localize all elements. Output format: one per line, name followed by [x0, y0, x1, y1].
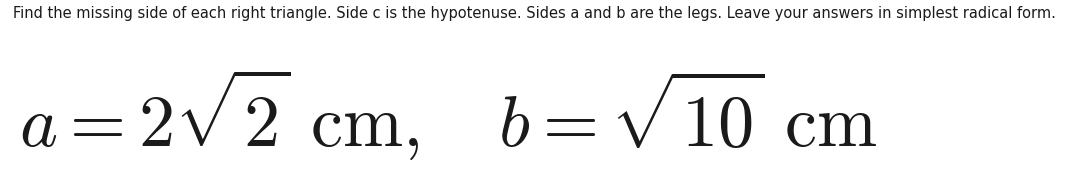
Text: Find the missing side of each right triangle. Side c is the hypotenuse. Sides a : Find the missing side of each right tria… [13, 6, 1055, 21]
Text: $a = 2\sqrt{2}\ \mathrm{cm},\quad b = \sqrt{10}\ \mathrm{cm}$: $a = 2\sqrt{2}\ \mathrm{cm},\quad b = \s… [19, 66, 877, 162]
